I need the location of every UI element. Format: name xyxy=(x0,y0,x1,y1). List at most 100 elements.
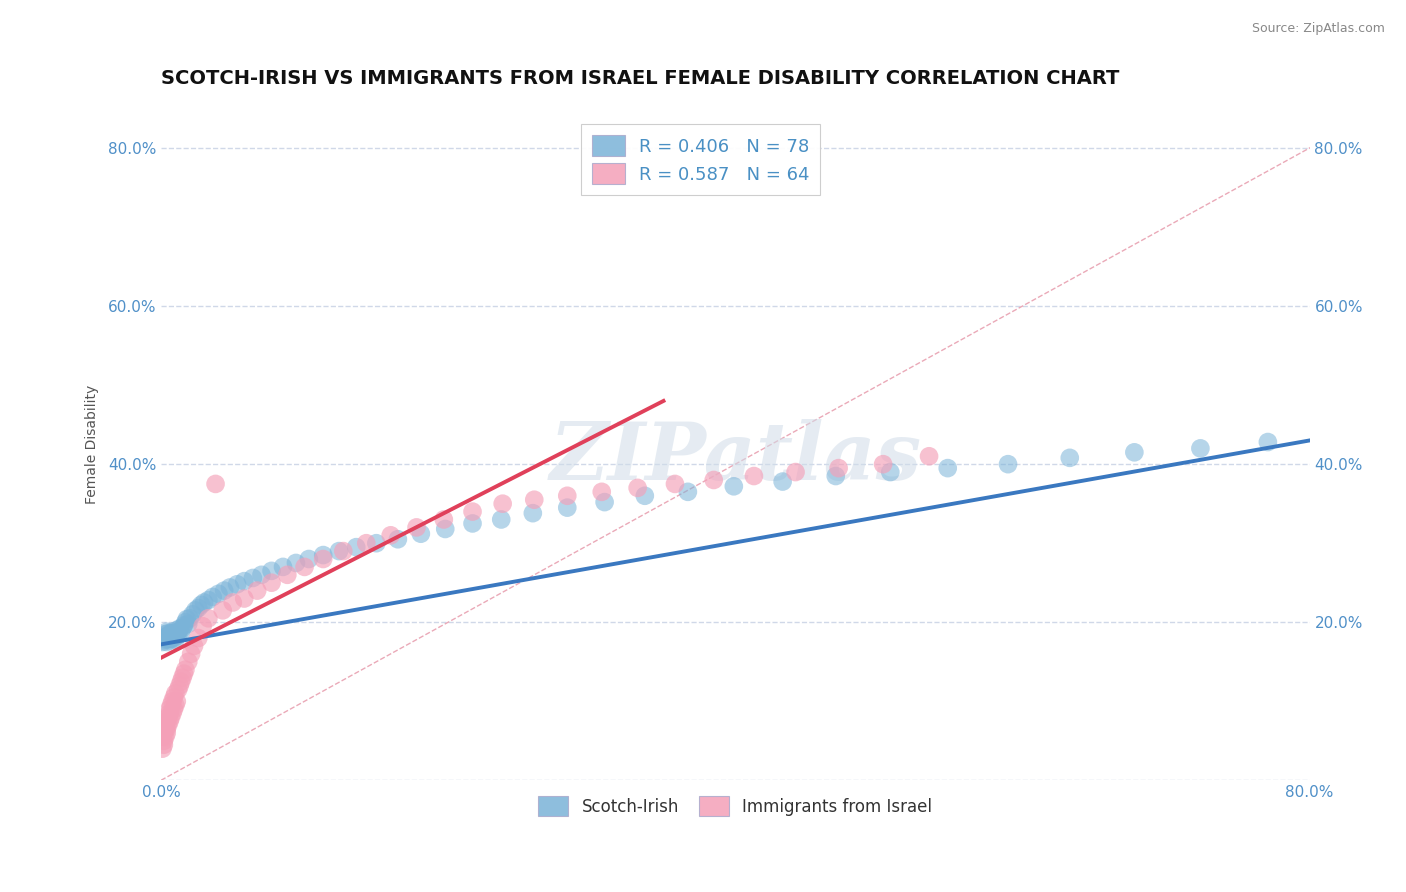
Point xyxy=(187,601,209,615)
Point xyxy=(824,469,846,483)
Point xyxy=(387,533,409,547)
Point xyxy=(1399,425,1406,440)
Point xyxy=(179,611,201,625)
Point xyxy=(284,556,307,570)
Point xyxy=(434,522,457,536)
Point xyxy=(676,484,699,499)
Point xyxy=(162,624,184,639)
Point xyxy=(522,506,544,520)
Point xyxy=(157,632,180,646)
Point xyxy=(197,611,219,625)
Point xyxy=(156,630,179,644)
Point xyxy=(328,544,350,558)
Point xyxy=(153,733,176,747)
Point xyxy=(166,623,188,637)
Point xyxy=(157,629,180,643)
Point xyxy=(159,702,181,716)
Point xyxy=(162,629,184,643)
Point xyxy=(409,526,432,541)
Point xyxy=(169,622,191,636)
Point xyxy=(1059,450,1081,465)
Point xyxy=(173,666,195,681)
Point xyxy=(160,630,183,644)
Legend: Scotch-Irish, Immigrants from Israel: Scotch-Irish, Immigrants from Israel xyxy=(531,789,939,822)
Point xyxy=(166,627,188,641)
Point xyxy=(177,616,200,631)
Point xyxy=(555,489,578,503)
Point xyxy=(156,714,179,728)
Point xyxy=(165,698,187,713)
Point xyxy=(174,615,197,630)
Point xyxy=(226,577,249,591)
Point xyxy=(167,624,190,639)
Point xyxy=(172,671,194,685)
Point xyxy=(872,457,894,471)
Point xyxy=(157,710,180,724)
Point xyxy=(152,730,174,744)
Point xyxy=(187,631,209,645)
Point xyxy=(166,694,188,708)
Point xyxy=(211,603,233,617)
Point xyxy=(344,540,367,554)
Point xyxy=(723,479,745,493)
Point xyxy=(212,583,235,598)
Point xyxy=(312,552,335,566)
Y-axis label: Female Disability: Female Disability xyxy=(86,384,100,504)
Point xyxy=(152,635,174,649)
Point xyxy=(703,473,725,487)
Point xyxy=(1123,445,1146,459)
Point xyxy=(165,632,187,647)
Point xyxy=(177,655,200,669)
Point xyxy=(997,457,1019,471)
Point xyxy=(170,674,193,689)
Point xyxy=(174,663,197,677)
Point xyxy=(176,612,198,626)
Point xyxy=(298,552,321,566)
Point xyxy=(170,625,193,640)
Point xyxy=(155,722,177,736)
Point xyxy=(555,500,578,515)
Point xyxy=(785,465,807,479)
Point xyxy=(160,710,183,724)
Point xyxy=(772,475,794,489)
Point xyxy=(163,702,186,716)
Point xyxy=(183,639,205,653)
Point xyxy=(153,738,176,752)
Point xyxy=(160,698,183,713)
Point xyxy=(163,690,186,705)
Point xyxy=(591,484,613,499)
Point xyxy=(242,571,264,585)
Point xyxy=(162,694,184,708)
Point xyxy=(523,492,546,507)
Point xyxy=(190,598,212,612)
Point xyxy=(207,587,229,601)
Point xyxy=(173,618,195,632)
Point xyxy=(156,635,179,649)
Point xyxy=(233,574,256,588)
Point xyxy=(276,567,298,582)
Point xyxy=(742,469,765,483)
Point xyxy=(260,564,283,578)
Point xyxy=(181,607,204,622)
Point xyxy=(163,631,186,645)
Point xyxy=(160,632,183,646)
Point xyxy=(167,628,190,642)
Point xyxy=(165,630,187,644)
Point xyxy=(260,575,283,590)
Text: ZIPatlas: ZIPatlas xyxy=(550,419,921,497)
Point xyxy=(627,481,650,495)
Point xyxy=(153,726,176,740)
Point xyxy=(153,631,176,645)
Point xyxy=(312,548,335,562)
Point xyxy=(1257,435,1279,450)
Point xyxy=(157,626,180,640)
Point xyxy=(155,627,177,641)
Point xyxy=(405,520,427,534)
Point xyxy=(159,628,181,642)
Point xyxy=(159,714,181,728)
Point xyxy=(433,512,456,526)
Point xyxy=(936,461,959,475)
Point xyxy=(1327,429,1350,443)
Point xyxy=(461,505,484,519)
Point xyxy=(1189,442,1212,456)
